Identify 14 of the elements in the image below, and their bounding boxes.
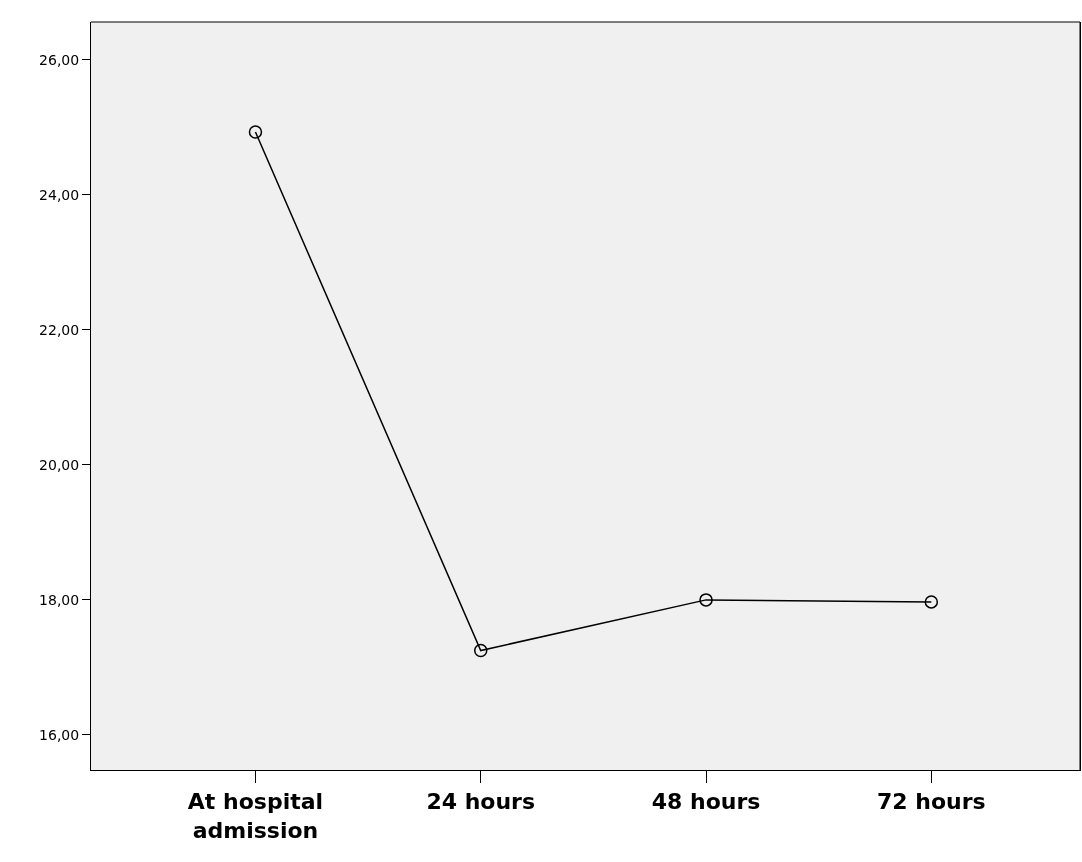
y-tick-label: 16,00 (39, 726, 80, 743)
y-tick-label: 22,00 (39, 321, 80, 338)
y-tick-label: 18,00 (39, 591, 80, 608)
point (699, 593, 713, 607)
x-tick-label: 72 hours (876, 789, 986, 815)
x-tick-label: 24 hours (426, 789, 536, 815)
y-tick-label: 20,00 (39, 456, 80, 473)
point (248, 125, 263, 139)
point (474, 643, 488, 658)
x-tick-label: At hospital admission (187, 789, 324, 843)
point (924, 595, 939, 609)
y-tick-label: 26,00 (39, 51, 80, 68)
y-tick-label: 24,00 (39, 186, 80, 203)
x-tick-label: 48 hours (651, 789, 761, 815)
